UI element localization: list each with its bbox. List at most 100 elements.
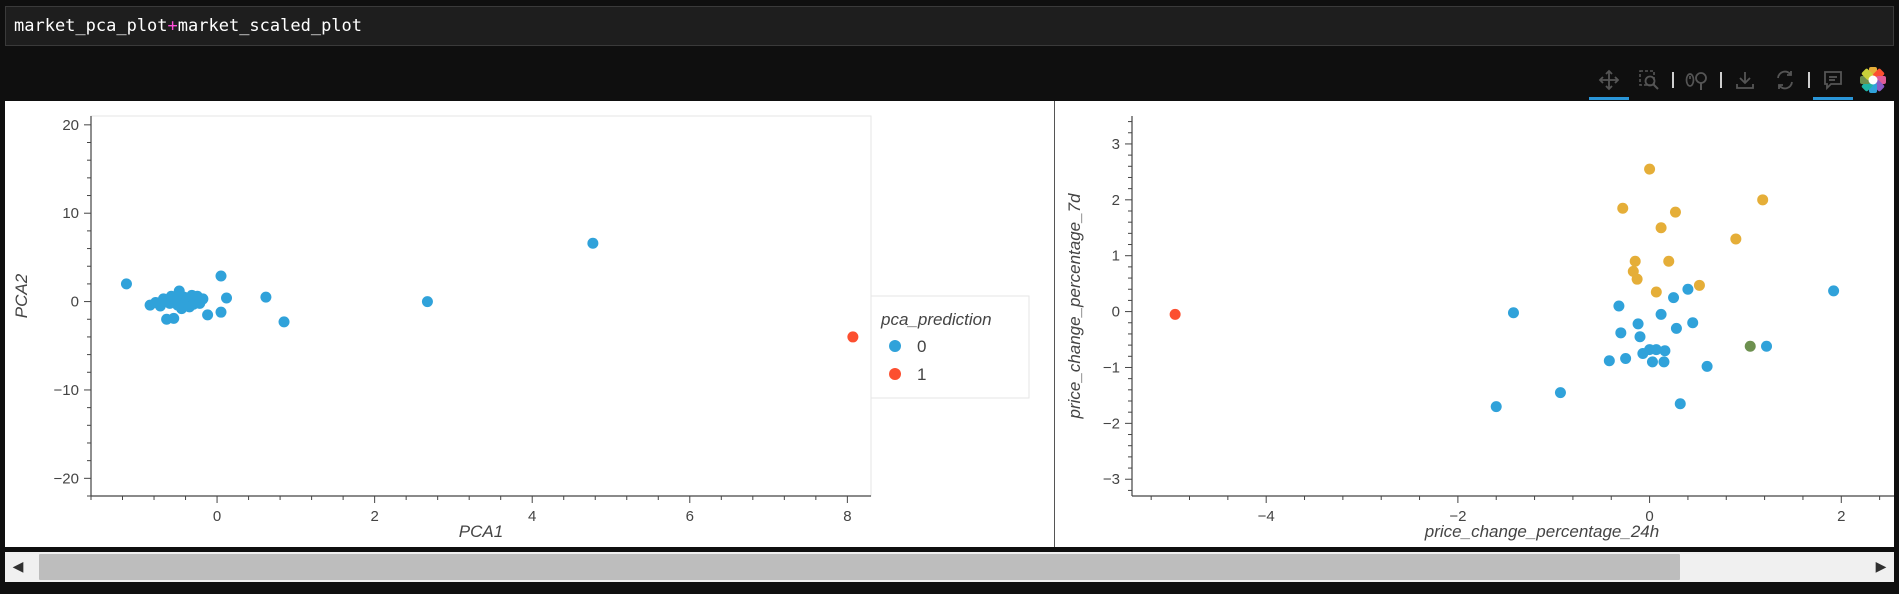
y-tick-label: −3 <box>1103 471 1120 488</box>
scatter-point[interactable] <box>1668 292 1680 304</box>
x-tick-label: 4 <box>528 508 536 525</box>
pca-legend[interactable]: pca_prediction 0 1 <box>870 295 1030 399</box>
scatter-point[interactable] <box>1507 307 1519 319</box>
code-right-operand: market_scaled_plot <box>177 16 363 36</box>
scatter-point[interactable] <box>1632 318 1644 330</box>
scaled-x-axis-label: price_change_percentage_24h <box>1424 522 1659 541</box>
scatter-point[interactable] <box>1659 345 1671 357</box>
scatter-point[interactable] <box>260 291 272 303</box>
x-tick-label: 2 <box>370 508 378 525</box>
scatter-point[interactable] <box>221 292 233 304</box>
x-tick-label: 6 <box>686 508 694 525</box>
hover-tool[interactable] <box>1813 60 1853 100</box>
save-icon <box>1736 72 1754 89</box>
scatter-point[interactable] <box>1682 283 1694 295</box>
scaled-scatter-plot[interactable]: −4 −2 0 2 −3 −2 −1 0 1 2 3 price_change_percentage… <box>1056 101 1894 547</box>
save-tool[interactable] <box>1725 60 1765 100</box>
scatter-point[interactable] <box>215 306 227 318</box>
hover-icon <box>1824 71 1842 91</box>
y-tick-label: 20 <box>62 117 79 134</box>
horizontal-scrollbar[interactable]: ◀ ▶ <box>5 552 1894 582</box>
scatter-point[interactable] <box>587 237 599 249</box>
scatter-point[interactable] <box>1669 206 1681 218</box>
y-tick-label: −1 <box>1103 359 1120 376</box>
scrollbar-thumb[interactable] <box>39 554 1680 580</box>
scatter-point[interactable] <box>168 312 180 324</box>
y-tick-label: 2 <box>1112 192 1120 209</box>
scatter-point[interactable] <box>1629 255 1641 267</box>
scatter-point[interactable] <box>1603 355 1615 367</box>
scatter-point[interactable] <box>1744 340 1756 352</box>
legend-label-1: 1 <box>917 365 926 384</box>
scatter-point[interactable] <box>1670 322 1682 334</box>
plot-divider <box>1054 101 1055 547</box>
scatter-point[interactable] <box>1617 202 1629 214</box>
scatter-point[interactable] <box>1658 356 1670 368</box>
scatter-point[interactable] <box>202 309 214 321</box>
pca-x-axis-label: PCA1 <box>459 522 503 541</box>
y-tick-label: 3 <box>1112 136 1120 153</box>
scatter-point[interactable] <box>120 278 132 290</box>
wheel-zoom-tool[interactable] <box>1677 60 1717 100</box>
bokeh-logo[interactable] <box>1853 60 1893 100</box>
scatter-point[interactable] <box>1655 308 1667 320</box>
code-cell-input[interactable]: market_pca_plot+market_scaled_plot <box>5 6 1894 46</box>
scatter-point[interactable] <box>1655 222 1667 234</box>
scatter-point[interactable] <box>1687 317 1699 329</box>
reset-tool[interactable] <box>1765 60 1805 100</box>
scatter-point[interactable] <box>1554 387 1566 399</box>
pca-plot-frame <box>90 115 872 497</box>
scatter-point[interactable] <box>421 296 433 308</box>
reset-icon <box>1777 70 1793 90</box>
scaled-y-axis-label: price_change_percentage_7d <box>1065 193 1084 420</box>
scatter-point[interactable] <box>1634 331 1646 343</box>
scatter-point[interactable] <box>1490 401 1502 413</box>
scatter-point[interactable] <box>1761 340 1773 352</box>
scatter-point[interactable] <box>1663 255 1675 267</box>
y-tick-label: 10 <box>62 205 79 222</box>
scatter-point[interactable] <box>1615 327 1627 339</box>
scatter-point[interactable] <box>1646 356 1658 368</box>
y-tick-label: 0 <box>71 294 79 311</box>
scatter-point[interactable] <box>278 316 290 328</box>
scatter-point[interactable] <box>847 331 859 343</box>
scatter-point[interactable] <box>1613 300 1625 312</box>
x-tick-label: 0 <box>213 508 221 525</box>
pan-tool[interactable] <box>1589 60 1629 100</box>
x-tick-label: 0 <box>1645 508 1653 525</box>
scatter-point[interactable] <box>1620 353 1632 365</box>
scatter-point[interactable] <box>215 270 227 282</box>
scatter-point[interactable] <box>1701 360 1713 372</box>
scatter-point[interactable] <box>1757 194 1769 206</box>
scatter-point[interactable] <box>1693 279 1705 291</box>
scatter-point[interactable] <box>1828 285 1840 297</box>
legend-marker-0 <box>889 340 901 352</box>
scroll-left-button[interactable]: ◀ <box>5 552 31 582</box>
y-tick-label: −2 <box>1103 415 1120 432</box>
scatter-point[interactable] <box>197 293 209 305</box>
y-tick-label: −20 <box>54 470 79 487</box>
scatter-point[interactable] <box>1650 286 1662 298</box>
code-left-operand: market_pca_plot <box>14 16 168 36</box>
plot-area[interactable]: 0 2 4 6 8 −20 −10 0 10 20 PCA1 PCA2 pca_predictio… <box>5 101 1894 547</box>
toolbar-separator <box>1808 72 1810 88</box>
scatter-point[interactable] <box>1650 344 1662 356</box>
scroll-right-button[interactable]: ▶ <box>1868 552 1894 582</box>
scatter-point[interactable] <box>1730 233 1742 245</box>
chevron-left-icon: ◀ <box>12 559 24 575</box>
legend-label-0: 0 <box>917 337 926 356</box>
scatter-point[interactable] <box>1631 273 1643 285</box>
scatter-point[interactable] <box>1169 308 1181 320</box>
scatter-point[interactable] <box>1674 398 1686 410</box>
chevron-right-icon: ▶ <box>1875 559 1887 575</box>
box-zoom-icon <box>1639 70 1659 90</box>
toolbar-separator <box>1720 72 1722 88</box>
scatter-point[interactable] <box>1644 163 1656 175</box>
y-tick-label: 1 <box>1112 248 1120 265</box>
x-tick-label: −4 <box>1258 508 1275 525</box>
plot-toolbar <box>1589 58 1893 102</box>
pan-icon <box>1598 69 1620 91</box>
x-tick-label: 8 <box>843 508 851 525</box>
box-zoom-tool[interactable] <box>1629 60 1669 100</box>
